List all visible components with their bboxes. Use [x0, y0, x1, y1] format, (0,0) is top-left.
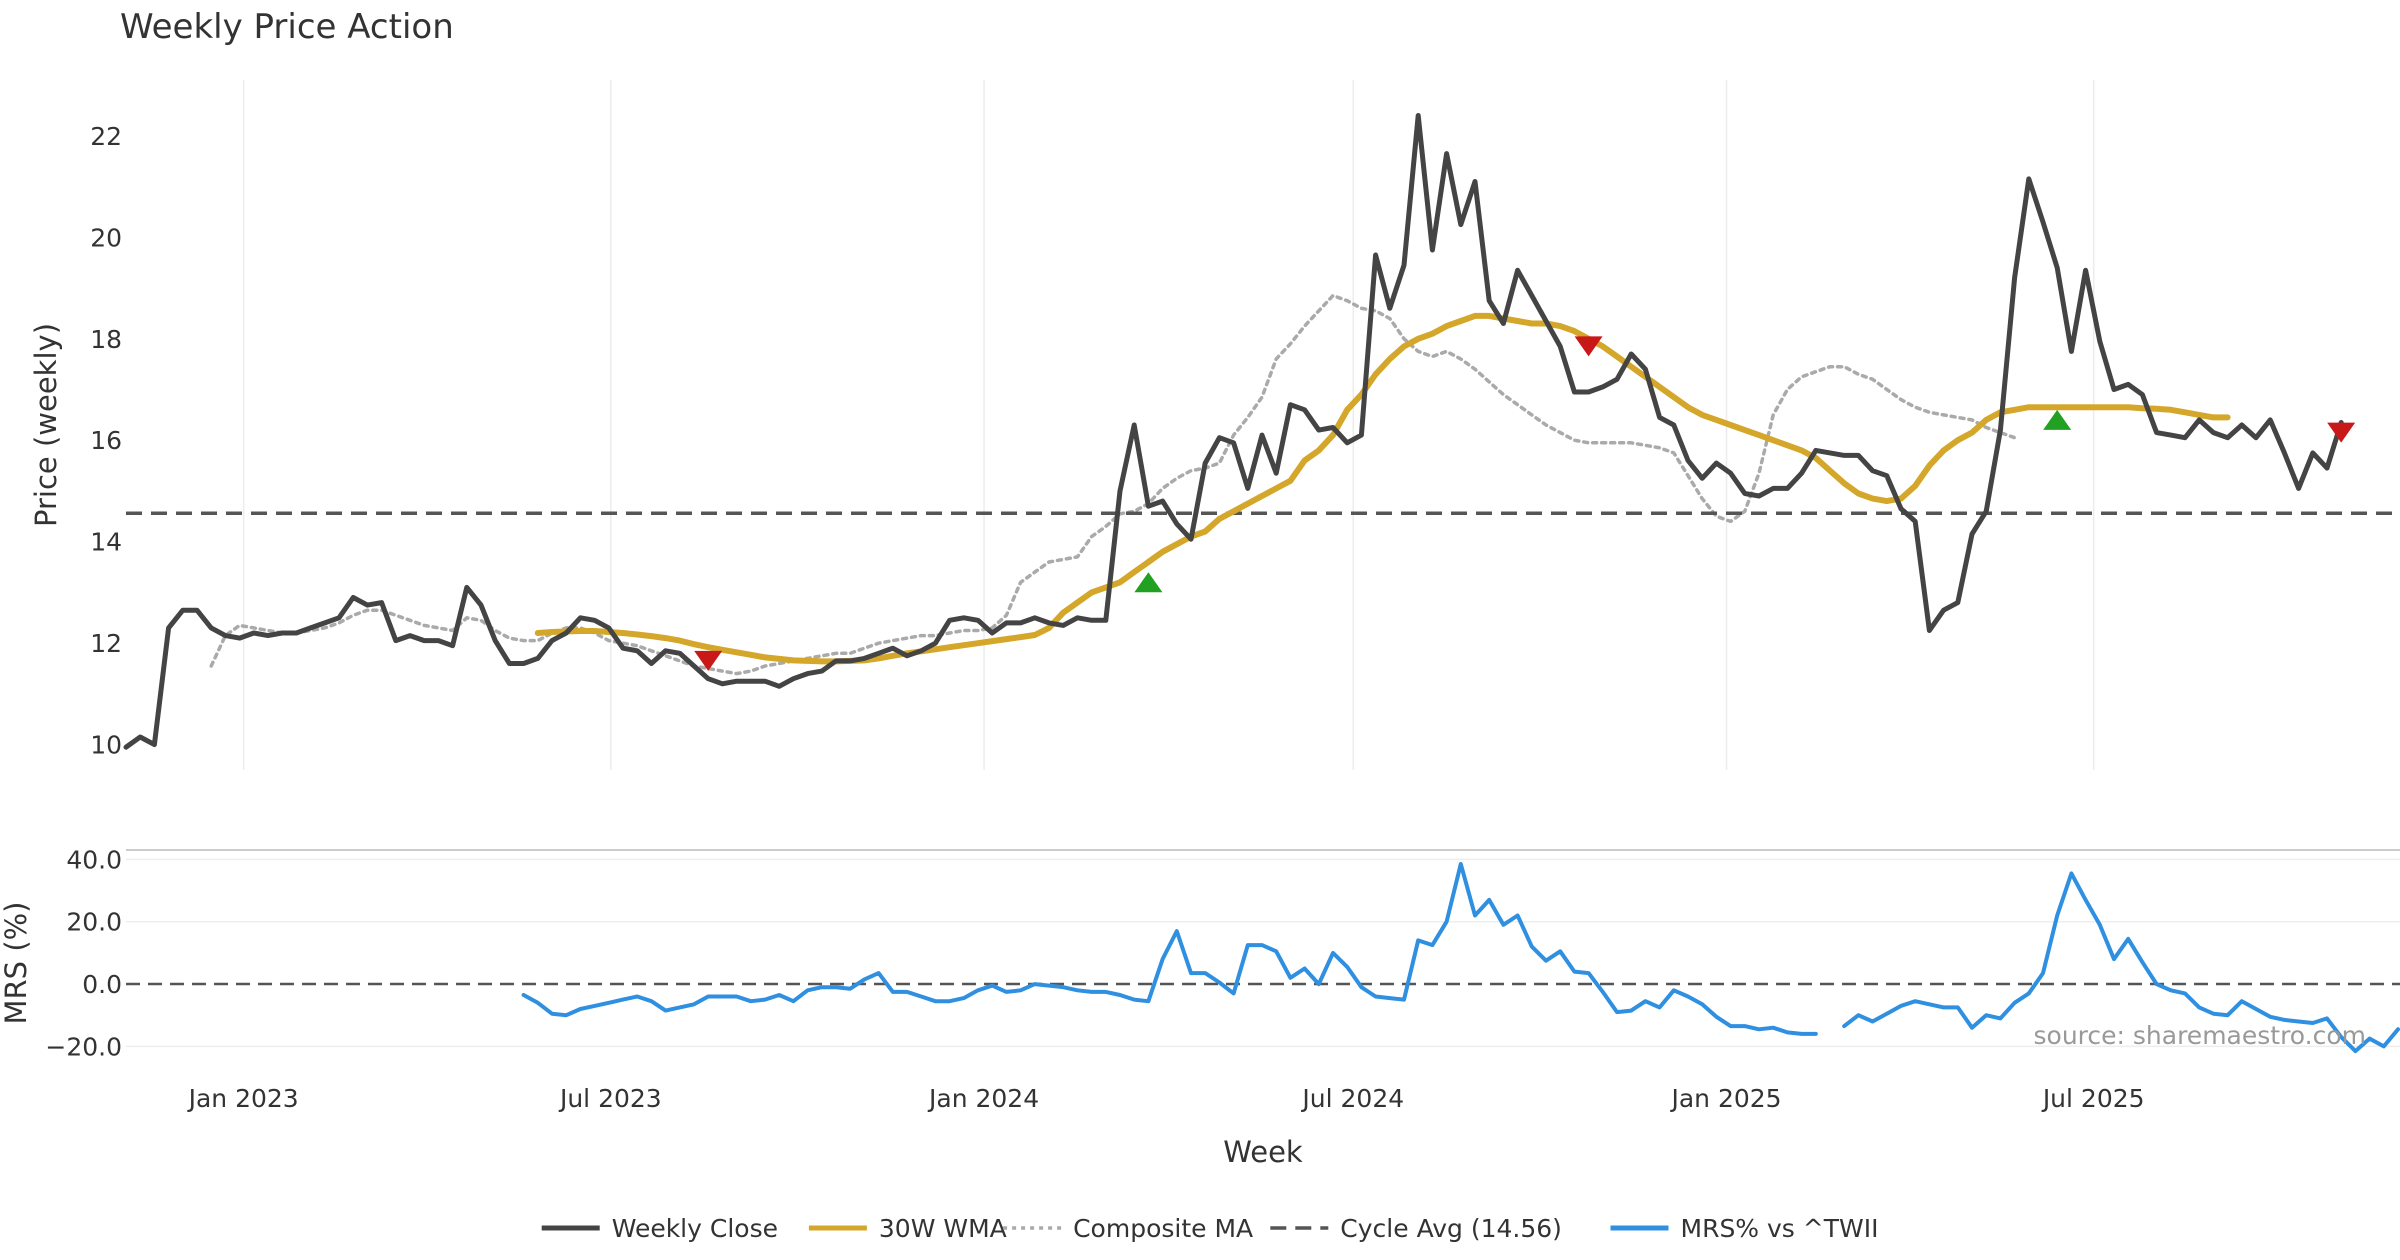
y-tick-label: 12 — [90, 629, 122, 658]
legend: Weekly Close 30W WMA Composite MA Cycle Avg… — [541, 1214, 1879, 1243]
y-tick-label: 0.0 — [82, 970, 122, 999]
y-tick-label: 20 — [90, 223, 122, 252]
x-axis: Jan 2023 Jul 2023 Jan 2024 Jul 2024 Jan 2025… — [187, 1084, 2145, 1113]
y-tick-label: 16 — [90, 426, 122, 455]
legend-label-weekly-close: Weekly Close — [612, 1214, 778, 1243]
x-tick-label: Jul 2025 — [2041, 1084, 2145, 1113]
sell-signal-marker — [2327, 422, 2356, 443]
x-tick-label: Jul 2023 — [558, 1084, 662, 1113]
y-tick-label: 10 — [90, 731, 122, 760]
y-tick-label: 14 — [90, 528, 122, 557]
x-tick-label: Jan 2025 — [1669, 1084, 1781, 1113]
x-tick-label: Jan 2024 — [927, 1084, 1039, 1113]
series-30w-wma — [534, 312, 2231, 665]
sell-signal-marker — [1574, 336, 1603, 357]
series-composite-ma — [209, 293, 2017, 676]
y-tick-label: 18 — [90, 325, 122, 354]
y-tick-label: 40.0 — [66, 845, 122, 874]
legend-label-mrs-vs-twii: MRS% vs ^TWII — [1681, 1214, 1879, 1243]
y-tick-label: 20.0 — [66, 908, 122, 937]
buy-signal-marker — [2043, 409, 2072, 430]
x-tick-label: Jan 2023 — [187, 1084, 299, 1113]
buy-signal-marker — [1134, 572, 1163, 593]
series-weekly-close — [123, 113, 2344, 750]
x-tick-label: Jul 2024 — [1300, 1084, 1404, 1113]
mrs-panel: −20.0 0.0 20.0 40.0 — [45, 845, 2400, 1061]
series-mrs-vs-twii — [521, 862, 2400, 1054]
price-panel: 10 12 14 16 18 20 22 — [90, 80, 2400, 770]
source-annotation: source: sharemaestro.com — [2034, 1021, 2367, 1050]
y-tick-label: 22 — [90, 122, 122, 151]
legend-label-cycle-avg-14-56: Cycle Avg (14.56) — [1340, 1214, 1562, 1243]
sell-signal-marker — [694, 650, 723, 671]
y-tick-label: −20.0 — [45, 1032, 122, 1061]
x-axis-label: Week — [1223, 1135, 1303, 1169]
chart-title: Weekly Price Action — [120, 7, 454, 47]
y-axis-label-mrs: MRS (%) — [0, 902, 33, 1025]
legend-label-composite-ma: Composite MA — [1073, 1214, 1253, 1243]
legend-label-30w-wma: 30W WMA — [879, 1214, 1007, 1243]
y-axis-label-price: Price (weekly) — [29, 323, 63, 527]
